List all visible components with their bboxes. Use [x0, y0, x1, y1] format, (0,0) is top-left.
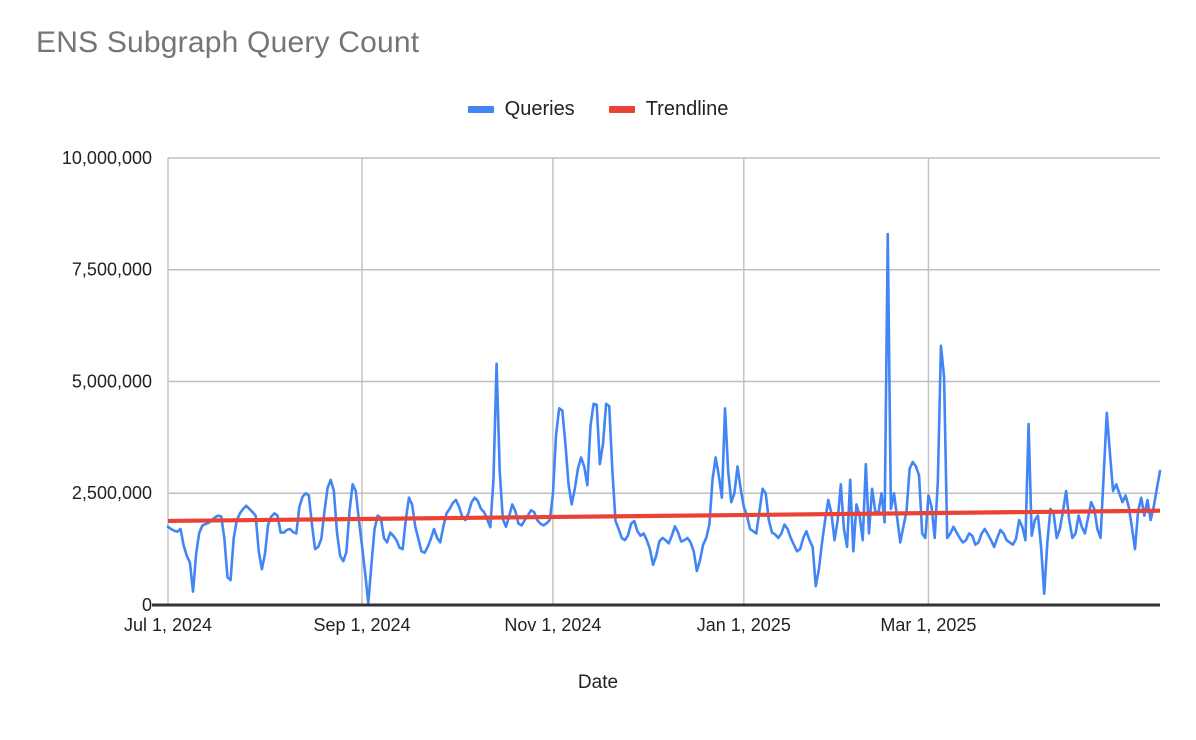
- x-tick-label: Jan 1, 2025: [697, 615, 791, 635]
- gridlines: [167, 157, 1160, 605]
- legend-swatch-queries: [467, 106, 494, 113]
- series-line-queries: [166, 232, 1162, 605]
- legend-item-trendline[interactable]: Trendline: [608, 98, 729, 121]
- y-axis-tick-labels: 0 2,500,000 5,000,000 7,500,000 10,000,000: [62, 148, 152, 615]
- x-tick-label: Jul 1, 2024: [124, 615, 212, 635]
- y-tick-label: 2,500,000: [72, 483, 152, 503]
- x-axis-tick-labels: Jul 1, 2024 Sep 1, 2024 Nov 1, 2024 Jan 1, …: [124, 615, 976, 635]
- legend-label-queries: Queries: [504, 98, 575, 120]
- y-tick-label: 7,500,000: [72, 260, 152, 280]
- x-tick-label: Nov 1, 2024: [504, 615, 601, 635]
- series-line-trendline: [167, 508, 1161, 524]
- y-tick-label: 5,000,000: [72, 371, 152, 391]
- x-tick-label: Sep 1, 2024: [313, 615, 410, 635]
- chart-legend: Queries Trendline: [0, 98, 1196, 121]
- legend-item-queries[interactable]: Queries: [467, 98, 575, 121]
- y-tick-label: 10,000,000: [62, 148, 152, 168]
- legend-label-trendline: Trendline: [645, 98, 729, 120]
- x-axis-title: Date: [577, 672, 619, 693]
- x-tick-label: Mar 1, 2025: [880, 615, 976, 635]
- legend-swatch-trendline: [608, 106, 635, 113]
- y-tick-label: 0: [142, 595, 152, 615]
- chart-title: ENS Subgraph Query Count: [36, 26, 420, 59]
